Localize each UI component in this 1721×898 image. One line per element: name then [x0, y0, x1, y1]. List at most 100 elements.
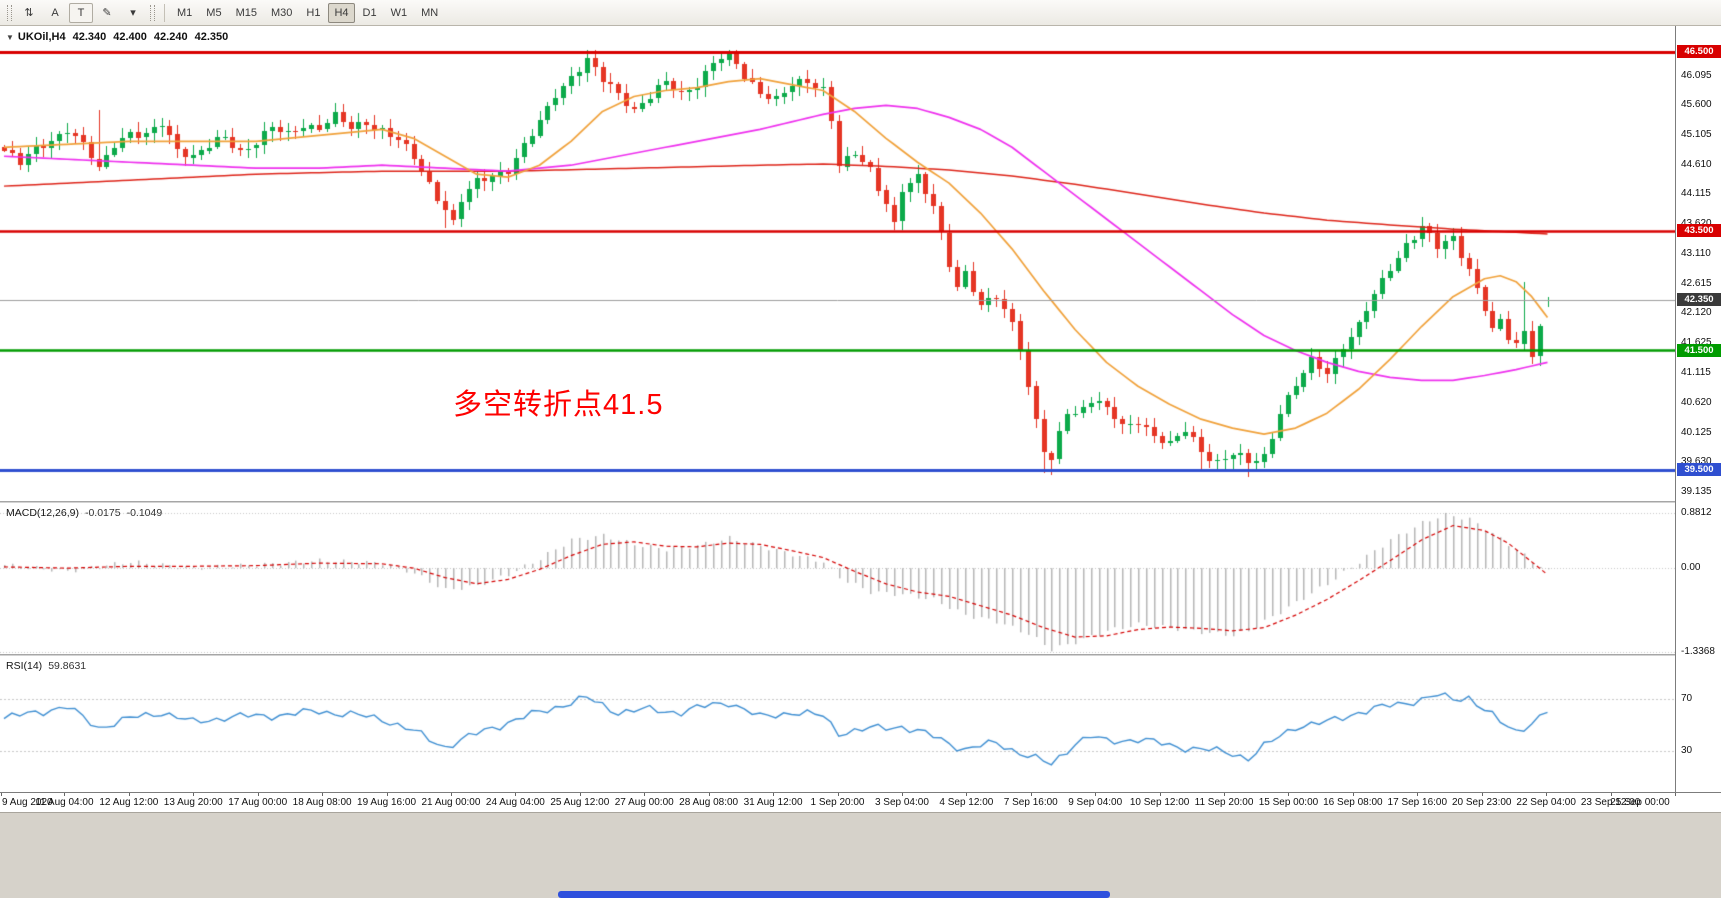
macd-name: MACD(12,26,9)	[6, 507, 79, 519]
timeframe-button-M15[interactable]: M15	[235, 6, 257, 19]
price-tick-label: 46.095	[1681, 69, 1712, 81]
macd-signal-value: -0.1049	[126, 507, 163, 519]
ohlc-low: 42.240	[153, 31, 188, 43]
tools-dropdown-button[interactable]: ▾	[130, 7, 136, 19]
time-axis-label: 11 Aug 04:00	[35, 797, 94, 808]
time-tick	[1675, 793, 1676, 796]
time-tick	[258, 793, 259, 796]
price-tick-label: 40.125	[1681, 426, 1712, 438]
macd-tick-label: -1.3368	[1681, 645, 1715, 657]
time-axis-label: 20 Sep 23:00	[1451, 797, 1512, 808]
time-axis-label: 22 Sep 04:00	[1516, 797, 1576, 808]
timeframe-button-M5[interactable]: M5	[206, 6, 222, 19]
time-axis-label: 24 Aug 04:00	[485, 797, 545, 808]
time-axis-label: 21 Aug 00:00	[421, 797, 481, 808]
time-tick	[1353, 793, 1354, 796]
timeframe-button-M1[interactable]: M1	[177, 6, 193, 19]
price-level-tag-39.500: 39.500	[1677, 463, 1721, 477]
time-axis[interactable]: 9 Aug 2020 11 Aug 04:00 12 Aug 12:00 13 Aug…	[0, 792, 1721, 812]
horizontal-scrollbar-thumb[interactable]	[558, 891, 1110, 898]
timeframe-button-D1[interactable]: D1	[362, 6, 377, 19]
time-axis-label: 18 Aug 08:00	[292, 797, 352, 808]
price-tick-label: 43.110	[1681, 248, 1711, 260]
scale-tool-button[interactable]: ⇅	[24, 7, 34, 19]
price-axis[interactable]: 46.095 45.600 45.105 44.610 44.115 43.620 43.1…	[1675, 26, 1721, 792]
time-axis-label: 28 Aug 08:00	[679, 797, 739, 808]
tools-group: ⇅ A T ✎ ▾	[16, 2, 146, 23]
draw-tool-button[interactable]: ✎	[102, 7, 112, 19]
ohlc-open: 42.340	[72, 31, 107, 43]
time-axis-label: 19 Aug 16:00	[357, 797, 417, 808]
time-axis-label: 17 Sep 16:00	[1387, 797, 1448, 808]
time-tick	[129, 793, 130, 796]
time-axis-label: 12 Aug 12:00	[99, 797, 159, 808]
chart-annotation-text: 多空转折点41.5	[453, 389, 664, 421]
time-axis-label: 11 Sep 20:00	[1194, 797, 1254, 808]
rsi-name: RSI(14)	[6, 660, 43, 672]
timeframes-group: M1 M5 M15 M30 H1 H4 D1 W1 MN	[170, 2, 445, 23]
time-tick	[1031, 793, 1032, 796]
macd-tick-label: 0.8812	[1681, 506, 1712, 518]
time-axis-label: 4 Sep 12:00	[939, 797, 994, 808]
price-tick-label: 39.135	[1681, 485, 1712, 497]
toolbar-separator	[164, 3, 165, 22]
text-tool-button[interactable]: T	[69, 2, 93, 23]
time-tick	[1482, 793, 1483, 796]
price-tick-label: 40.620	[1681, 397, 1712, 408]
price-level-tag-46.500: 46.500	[1677, 45, 1721, 59]
time-tick	[1611, 793, 1612, 796]
time-axis-label: 31 Aug 12:00	[743, 797, 803, 808]
time-axis-label: 25 Sep 00:00	[1610, 797, 1670, 808]
time-tick	[193, 793, 194, 796]
time-tick	[902, 793, 903, 796]
time-axis-label: 27 Aug 00:00	[614, 797, 674, 808]
price-level-tag-43.500: 43.500	[1677, 224, 1721, 238]
time-tick	[1224, 793, 1225, 796]
time-tick	[580, 793, 581, 796]
time-tick	[838, 793, 839, 796]
ohlc-close: 42.350	[194, 31, 229, 43]
time-axis-label: 7 Sep 16:00	[1003, 797, 1058, 808]
time-tick	[1288, 793, 1289, 796]
symbol-period-label: UKOil,H4	[17, 31, 66, 43]
price-tick-label: 41.625	[1681, 336, 1712, 348]
macd-main-value: -0.0175	[84, 507, 121, 519]
chart-menu-icon[interactable]: ▼	[6, 33, 14, 42]
pane-separator-macd[interactable]	[0, 501, 1721, 503]
time-tick	[773, 793, 774, 796]
price-tick-label: 42.615	[1681, 277, 1712, 289]
price-chart-canvas[interactable]	[0, 26, 1675, 501]
timeframe-button-H1[interactable]: H1	[306, 6, 321, 19]
time-tick	[1417, 793, 1418, 796]
macd-pane-canvas[interactable]	[0, 503, 1675, 654]
toolbar-grip[interactable]	[7, 4, 12, 21]
timeframe-button-W1[interactable]: W1	[390, 6, 408, 19]
rsi-tick-label: 30	[1681, 744, 1693, 756]
time-tick	[322, 793, 323, 796]
time-tick	[709, 793, 710, 796]
price-tick-label: 41.115	[1681, 367, 1711, 379]
rsi-value: 59.8631	[48, 660, 87, 672]
price-tick-label: 44.610	[1681, 158, 1712, 170]
chart-title: ▼ UKOil,H4 42.340 42.400 42.240 42.350	[6, 31, 228, 43]
bottom-workspace	[0, 812, 1721, 898]
time-tick	[1160, 793, 1161, 796]
time-tick	[515, 793, 516, 796]
price-tick-label: 43.620	[1681, 217, 1712, 229]
time-axis-label: 10 Sep 12:00	[1129, 797, 1190, 808]
price-tick-label: 39.630	[1681, 456, 1712, 468]
toolbar-grip-2[interactable]	[150, 4, 155, 21]
timeframe-button-H4[interactable]: H4	[328, 2, 355, 23]
time-tick	[387, 793, 388, 796]
time-tick	[1095, 793, 1096, 796]
pane-separator-rsi[interactable]	[0, 654, 1721, 656]
timeframe-button-MN[interactable]: MN	[421, 6, 439, 19]
timeframe-button-M30[interactable]: M30	[270, 6, 293, 19]
label-tool-button[interactable]: A	[51, 6, 59, 19]
price-tick-label: 45.600	[1681, 99, 1712, 111]
rsi-pane-canvas[interactable]	[0, 656, 1675, 791]
time-tick	[64, 793, 65, 796]
time-tick	[1, 793, 2, 796]
time-axis-label: 15 Sep 00:00	[1258, 797, 1319, 808]
price-tick-label: 42.120	[1681, 307, 1712, 319]
